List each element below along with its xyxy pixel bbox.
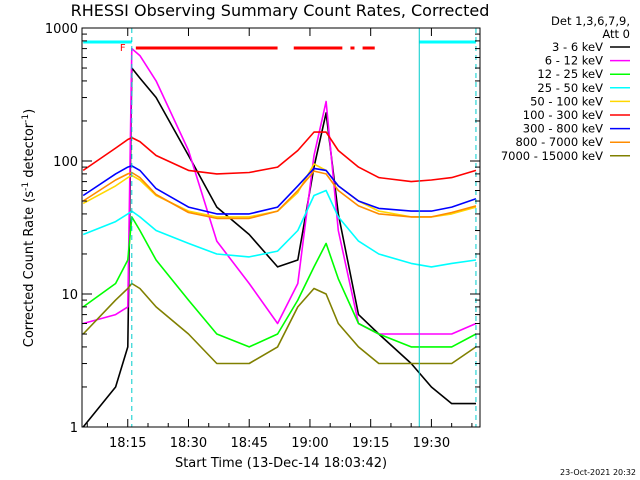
legend-label-6: 300 - 800 keV xyxy=(523,122,603,136)
x-tick-label-5: 19:30 xyxy=(413,436,450,451)
y-tick-label-1: 10 xyxy=(61,288,78,303)
y-axis-label-part-1: -1 xyxy=(21,182,31,191)
y-axis-label-part-0: Corrected Count Rate (s xyxy=(22,191,37,348)
x-tick-label-3: 19:00 xyxy=(291,436,328,451)
plot-frame xyxy=(81,27,481,428)
y-tick-label-2: 100 xyxy=(53,155,78,170)
legend-header-1: Att 0 xyxy=(602,27,630,41)
legend-label-2: 12 - 25 keV xyxy=(537,67,603,81)
y-axis-label: Corrected Count Rate (s-1 detector-1) xyxy=(21,109,37,347)
series-lines xyxy=(82,47,477,428)
legend-label-4: 50 - 100 keV xyxy=(530,94,603,108)
legend-label-8: 7000 - 15000 keV xyxy=(501,149,603,163)
y-axis-label-part-2: detector xyxy=(22,122,37,182)
y-tick-label-3: 1000 xyxy=(45,22,78,37)
legend-label-1: 6 - 12 keV xyxy=(545,54,603,68)
series-line-8 xyxy=(82,282,477,365)
legend-label-3: 25 - 50 keV xyxy=(537,81,603,95)
y-axis-label-part-3: -1 xyxy=(21,114,31,123)
legend-label-7: 800 - 7000 keV xyxy=(515,135,603,149)
series-line-6 xyxy=(82,165,477,215)
legend-label-0: 3 - 6 keV xyxy=(552,40,603,54)
chart-title: RHESSI Observing Summary Count Rates, Co… xyxy=(71,1,490,20)
legend-header-0: Det 1,3,6,7,9, xyxy=(551,14,630,28)
x-tick-label-4: 19:15 xyxy=(352,436,389,451)
y-tick-label-0: 1 xyxy=(70,421,78,436)
x-axis-label: Start Time (13-Dec-14 18:03:42) xyxy=(175,456,387,471)
series-line-3 xyxy=(82,189,477,268)
attenuator-markers: F xyxy=(83,28,477,427)
legend-label-5: 100 - 300 keV xyxy=(523,108,603,122)
x-axis: 18:15 18:30 18:45 19:00 19:15 19:30 xyxy=(86,28,473,451)
series-line-2 xyxy=(82,216,477,348)
series-line-0 xyxy=(82,67,476,428)
x-tick-label-0: 18:15 xyxy=(109,436,146,451)
y-axis: 1 10 100 1000 xyxy=(45,22,480,436)
x-tick-label-1: 18:30 xyxy=(170,436,207,451)
y-axis-label-part-4: ) xyxy=(22,109,37,114)
flag-label: F xyxy=(120,43,126,54)
series-line-1 xyxy=(82,47,477,335)
series-line-5 xyxy=(82,131,477,183)
series-line-7 xyxy=(82,170,477,220)
timestamp: 23-Oct-2021 20:32 xyxy=(560,468,636,477)
x-tick-label-2: 18:45 xyxy=(230,436,267,451)
